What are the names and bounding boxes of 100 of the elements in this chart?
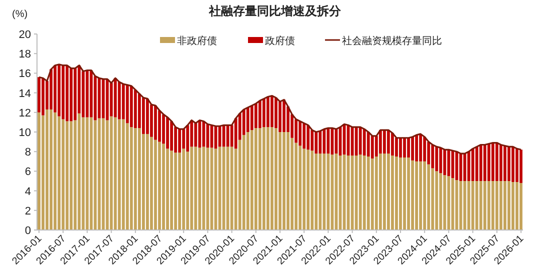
bar	[415, 161, 418, 230]
bar	[512, 146, 514, 182]
bar	[178, 152, 182, 230]
bar	[507, 146, 510, 181]
bar	[310, 150, 314, 230]
bar	[254, 128, 258, 230]
bar	[270, 96, 274, 128]
y-tick-label: 2	[24, 205, 31, 218]
y-tick-label: 6	[24, 166, 31, 178]
bar	[314, 132, 318, 154]
bar	[423, 136, 426, 162]
bar	[495, 181, 498, 230]
bar	[134, 90, 137, 128]
bar	[110, 116, 113, 230]
y-tick-label: 18	[18, 48, 31, 61]
bar	[38, 77, 40, 112]
bar	[439, 173, 442, 230]
bar	[258, 128, 262, 230]
bar	[374, 156, 378, 230]
bar	[118, 82, 121, 120]
bar	[162, 144, 165, 230]
bar	[354, 127, 358, 156]
bar	[62, 65, 65, 120]
bar	[491, 181, 494, 230]
bar	[274, 98, 278, 128]
bar	[387, 130, 390, 154]
bar	[358, 154, 362, 230]
bar	[278, 132, 282, 230]
bar	[130, 127, 133, 230]
bar	[54, 112, 57, 230]
bar	[194, 146, 198, 230]
bar	[415, 134, 418, 162]
bar	[391, 132, 394, 156]
bar	[314, 154, 318, 230]
bar	[202, 146, 206, 230]
bar	[499, 144, 502, 181]
bar	[370, 158, 374, 230]
bar	[419, 134, 422, 162]
bar	[431, 168, 434, 230]
bar	[142, 98, 145, 134]
bar	[354, 156, 358, 230]
bar	[50, 69, 53, 110]
bar	[242, 134, 246, 230]
bar	[370, 136, 374, 158]
y-tick-label: 16	[18, 68, 31, 80]
bar	[475, 146, 478, 181]
bar	[50, 109, 53, 230]
bar	[487, 181, 490, 230]
chart-title: 社融存量同比增速及拆分	[208, 4, 342, 18]
bar	[512, 182, 514, 230]
bar	[70, 68, 73, 122]
bar	[495, 142, 498, 181]
bar	[407, 138, 410, 158]
bar	[138, 128, 141, 230]
bar	[403, 157, 406, 230]
bar	[66, 65, 69, 122]
bar	[503, 181, 506, 230]
bar	[134, 128, 137, 230]
bar	[146, 134, 149, 230]
bar	[126, 123, 129, 230]
bar	[170, 121, 173, 151]
bar	[158, 142, 161, 230]
bar	[387, 154, 390, 230]
bar	[520, 150, 522, 183]
bar	[66, 121, 69, 230]
bar	[306, 125, 310, 150]
bar	[423, 161, 426, 230]
bar	[282, 100, 286, 132]
bar	[174, 152, 178, 230]
bar	[58, 64, 61, 116]
bar	[407, 157, 410, 230]
bar	[74, 68, 77, 120]
bar	[62, 119, 65, 230]
y-tick-label: 4	[24, 186, 31, 198]
y-tick-label: 8	[24, 146, 31, 159]
bar	[250, 130, 254, 230]
bar	[487, 144, 490, 181]
bar	[431, 144, 434, 168]
y-tick-label: 20	[18, 29, 31, 41]
bar	[198, 120, 202, 148]
bar	[182, 148, 186, 230]
bar	[443, 150, 446, 176]
bar	[178, 129, 182, 153]
y-axis-title: (%)	[12, 9, 28, 20]
y-tick-label: 0	[24, 225, 31, 237]
bar	[302, 123, 306, 149]
bar	[266, 96, 270, 128]
bar	[520, 182, 522, 230]
bar	[46, 109, 48, 230]
legend-label: 非政府债	[177, 35, 217, 47]
bar	[443, 175, 446, 230]
bar	[378, 130, 382, 154]
bar	[366, 132, 370, 156]
bar	[202, 121, 206, 147]
bar	[38, 112, 40, 230]
bar	[114, 117, 117, 230]
bar	[479, 181, 482, 230]
bar	[411, 160, 414, 230]
bar	[483, 181, 486, 230]
bar	[395, 156, 398, 230]
